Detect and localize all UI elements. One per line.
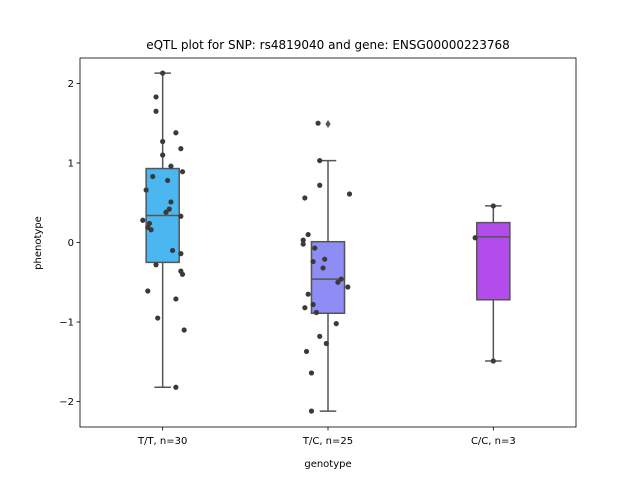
- data-point: [300, 237, 306, 243]
- data-point: [305, 291, 311, 297]
- data-point: [313, 309, 320, 316]
- data-point: [345, 284, 351, 290]
- data-point: [323, 340, 329, 347]
- data-point: [320, 265, 326, 271]
- data-point: [166, 206, 172, 212]
- box-iqr: [476, 221, 511, 301]
- data-point: [140, 217, 146, 223]
- data-point: [317, 157, 323, 164]
- data-point: [322, 256, 328, 262]
- data-point: [160, 70, 166, 76]
- y-tick-label: −2: [59, 397, 74, 408]
- data-point: [150, 173, 156, 180]
- data-point: [146, 220, 153, 227]
- data-point: [181, 327, 187, 333]
- data-point: [173, 296, 179, 302]
- data-point: [312, 245, 318, 251]
- data-point: [178, 146, 184, 152]
- chart-title: eQTL plot for SNP: rs4819040 and gene: E…: [146, 38, 510, 52]
- data-point: [163, 209, 169, 215]
- data-point: [317, 333, 323, 339]
- data-point: [303, 348, 310, 355]
- data-point: [333, 321, 339, 327]
- points-layer: [140, 70, 496, 414]
- outlier-marker: [325, 120, 331, 129]
- y-tick-label: −1: [59, 318, 74, 329]
- x-axis: T/T, n=30 T/C, n=25 C/C, n=3: [137, 427, 516, 447]
- data-point: [490, 203, 496, 209]
- data-point: [168, 163, 174, 169]
- box-iqr: [310, 240, 346, 315]
- data-point: [300, 241, 306, 247]
- y-tick-label: 0: [68, 238, 74, 249]
- data-point: [335, 279, 341, 285]
- data-point: [178, 213, 184, 219]
- data-point: [173, 384, 179, 390]
- data-point: [310, 301, 316, 308]
- data-point: [173, 130, 179, 136]
- y-tick-label: 1: [68, 158, 74, 169]
- data-point: [315, 120, 321, 126]
- x-axis-label: genotype: [304, 459, 351, 470]
- data-point: [148, 227, 154, 233]
- data-point: [155, 315, 161, 321]
- x-tick-label: T/C, n=25: [302, 436, 353, 447]
- data-point: [179, 271, 186, 277]
- data-point: [317, 182, 323, 188]
- data-point: [153, 262, 159, 268]
- x-tick-label: C/C, n=3: [471, 436, 516, 447]
- data-point: [305, 231, 311, 238]
- data-point: [145, 288, 151, 294]
- box-group: [310, 120, 346, 412]
- data-point: [168, 199, 174, 205]
- data-point: [169, 247, 176, 254]
- data-point: [179, 169, 186, 175]
- y-axis-label: phenotype: [33, 216, 44, 270]
- x-tick-label: T/T, n=30: [137, 436, 187, 447]
- data-point: [160, 152, 166, 158]
- data-point: [153, 94, 159, 100]
- y-axis: −2 −1 0 1 2: [59, 79, 80, 408]
- data-point: [143, 187, 149, 193]
- data-point: [302, 195, 308, 201]
- box-group: [145, 72, 180, 388]
- data-point: [310, 258, 316, 265]
- y-tick-label: 2: [68, 79, 74, 90]
- plot-frame: [79, 57, 577, 428]
- data-point: [346, 191, 353, 197]
- data-point: [472, 235, 478, 241]
- data-point: [302, 305, 308, 311]
- data-point: [160, 138, 166, 145]
- data-point: [490, 358, 496, 364]
- data-point: [308, 408, 315, 414]
- data-point: [165, 177, 171, 184]
- data-point: [308, 370, 315, 376]
- data-point: [178, 251, 184, 257]
- data-point: [338, 276, 344, 282]
- data-point: [153, 108, 159, 114]
